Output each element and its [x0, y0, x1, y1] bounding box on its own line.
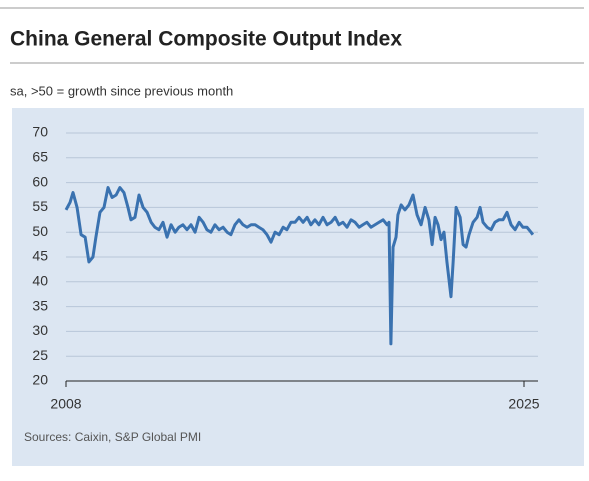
y-tick-label: 30 — [32, 322, 48, 338]
x-tick-label: 2008 — [50, 396, 81, 412]
plot-panel — [12, 108, 584, 466]
y-tick-label: 55 — [32, 198, 48, 214]
data-line — [64, 186, 535, 346]
y-tick-label: 20 — [32, 372, 48, 388]
source-note: Sources: Caixin, S&P Global PMI — [24, 430, 201, 444]
x-tick-label: 2025 — [508, 396, 539, 412]
y-tick-label: 45 — [32, 248, 48, 264]
chart-subtitle: sa, >50 = growth since previous month — [10, 83, 233, 98]
y-tick-label: 50 — [32, 223, 48, 239]
y-tick-label: 60 — [32, 173, 48, 189]
chart-title: China General Composite Output Index — [10, 28, 402, 51]
y-tick-label: 35 — [32, 297, 48, 313]
y-tick-label: 40 — [32, 273, 48, 289]
y-tick-label: 25 — [32, 347, 48, 363]
y-tick-label: 65 — [32, 149, 48, 165]
y-tick-label: 70 — [32, 124, 48, 140]
